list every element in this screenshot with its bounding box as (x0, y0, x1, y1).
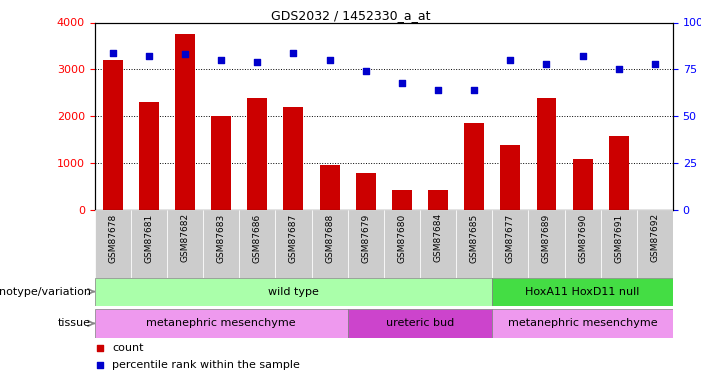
Text: GSM87682: GSM87682 (180, 213, 189, 262)
Text: GSM87684: GSM87684 (433, 213, 442, 262)
Bar (637, 210, 673, 278)
Bar (211, 116, 231, 210)
Text: GSM87688: GSM87688 (325, 213, 334, 262)
Bar (573, 159, 592, 210)
Point (107, 50, 118, 55)
Bar (492, 278, 673, 306)
Point (505, 57, 516, 63)
Text: tissue: tissue (58, 318, 91, 328)
Point (613, 66, 625, 72)
Bar (283, 107, 304, 210)
Text: count: count (112, 343, 144, 352)
Bar (103, 60, 123, 210)
Point (649, 61, 660, 67)
Bar (392, 190, 411, 210)
Bar (311, 210, 348, 278)
Text: GSM87686: GSM87686 (253, 213, 261, 262)
Text: metanephric mesenchyme: metanephric mesenchyme (508, 318, 658, 328)
Bar (167, 210, 203, 278)
Point (324, 57, 335, 63)
Bar (501, 146, 520, 210)
Bar (492, 309, 673, 338)
Bar (247, 99, 267, 210)
Bar (428, 190, 448, 210)
Point (430, 136, 442, 142)
Text: GSM87681: GSM87681 (144, 213, 154, 262)
Point (179, 51, 191, 57)
Text: GSM87677: GSM87677 (506, 213, 515, 262)
Point (541, 61, 552, 67)
Bar (203, 210, 239, 278)
Text: GSM87687: GSM87687 (289, 213, 298, 262)
Bar (239, 210, 275, 278)
Text: percentile rank within the sample: percentile rank within the sample (112, 360, 300, 369)
Point (143, 53, 154, 59)
Bar (420, 210, 456, 278)
Bar (464, 123, 484, 210)
Bar (456, 210, 492, 278)
Bar (356, 173, 376, 210)
Text: HoxA11 HoxD11 null: HoxA11 HoxD11 null (526, 286, 640, 297)
Text: GSM87689: GSM87689 (542, 213, 551, 262)
Text: GSM87690: GSM87690 (578, 213, 587, 262)
Point (468, 87, 479, 93)
Text: GSM87691: GSM87691 (614, 213, 623, 262)
Bar (348, 309, 492, 338)
Point (430, 290, 442, 296)
Bar (95, 309, 348, 338)
Bar (275, 210, 311, 278)
Bar (175, 34, 195, 210)
Bar (95, 278, 492, 306)
Bar (601, 210, 637, 278)
Text: GSM87678: GSM87678 (108, 213, 117, 262)
Text: GSM87685: GSM87685 (470, 213, 479, 262)
Text: metanephric mesenchyme: metanephric mesenchyme (147, 318, 296, 328)
Bar (536, 99, 557, 210)
Text: wild type: wild type (268, 286, 319, 297)
Point (577, 53, 588, 59)
Bar (492, 210, 529, 278)
Point (360, 68, 372, 74)
Bar (320, 165, 339, 210)
Bar (348, 210, 384, 278)
Bar (608, 136, 629, 210)
Bar (529, 210, 564, 278)
Text: GSM87692: GSM87692 (651, 213, 660, 262)
Text: GSM87680: GSM87680 (397, 213, 407, 262)
Bar (131, 210, 167, 278)
Bar (95, 210, 131, 278)
Point (215, 57, 226, 63)
Point (288, 50, 299, 55)
Bar (564, 210, 601, 278)
Text: ureteric bud: ureteric bud (386, 318, 454, 328)
Text: GSM87679: GSM87679 (361, 213, 370, 262)
Text: GSM87683: GSM87683 (217, 213, 226, 262)
Bar (139, 102, 159, 210)
Point (433, 87, 444, 93)
Text: genotype/variation: genotype/variation (0, 286, 91, 297)
Bar (384, 210, 420, 278)
Point (396, 80, 407, 86)
Point (252, 59, 263, 65)
Text: GDS2032 / 1452330_a_at: GDS2032 / 1452330_a_at (271, 9, 430, 22)
